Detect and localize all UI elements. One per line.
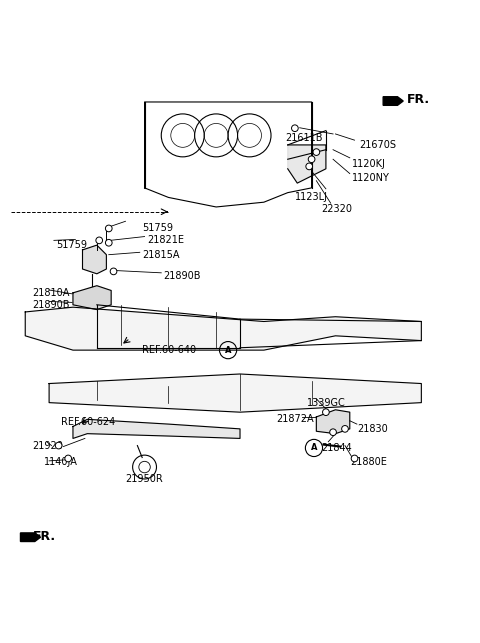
Circle shape bbox=[291, 125, 298, 132]
Text: A: A bbox=[311, 444, 317, 453]
Circle shape bbox=[110, 268, 117, 275]
Polygon shape bbox=[25, 307, 421, 350]
Text: 21950R: 21950R bbox=[125, 474, 163, 484]
Text: A: A bbox=[225, 346, 231, 355]
Polygon shape bbox=[49, 374, 421, 412]
Text: 21815A: 21815A bbox=[142, 249, 180, 260]
Text: 21830: 21830 bbox=[357, 424, 388, 434]
Circle shape bbox=[313, 149, 320, 156]
Text: 1120NY: 1120NY bbox=[352, 174, 390, 183]
Circle shape bbox=[55, 442, 62, 449]
Polygon shape bbox=[316, 410, 350, 433]
Polygon shape bbox=[21, 533, 40, 541]
Text: REF.60-624: REF.60-624 bbox=[61, 417, 115, 427]
Text: 21872A: 21872A bbox=[276, 414, 313, 424]
Circle shape bbox=[323, 409, 329, 415]
Text: 1120KJ: 1120KJ bbox=[352, 159, 386, 169]
Polygon shape bbox=[73, 285, 111, 309]
Text: 1140JA: 1140JA bbox=[44, 457, 78, 467]
Circle shape bbox=[351, 455, 358, 462]
Polygon shape bbox=[83, 245, 107, 274]
Circle shape bbox=[96, 237, 103, 244]
Text: FR.: FR. bbox=[407, 93, 430, 106]
Circle shape bbox=[306, 163, 312, 170]
Circle shape bbox=[106, 225, 112, 231]
Text: 1339GC: 1339GC bbox=[307, 397, 346, 408]
Polygon shape bbox=[288, 145, 326, 183]
Polygon shape bbox=[73, 419, 240, 439]
Text: 21611B: 21611B bbox=[285, 132, 323, 143]
Text: 21890B: 21890B bbox=[164, 271, 201, 281]
Circle shape bbox=[106, 239, 112, 246]
Circle shape bbox=[65, 455, 72, 462]
Polygon shape bbox=[383, 96, 403, 105]
Circle shape bbox=[308, 156, 315, 163]
Text: 21844: 21844 bbox=[321, 443, 352, 453]
Text: 21821E: 21821E bbox=[147, 235, 184, 246]
Circle shape bbox=[330, 429, 336, 435]
Text: 51759: 51759 bbox=[142, 223, 173, 233]
Text: 1123LJ: 1123LJ bbox=[295, 192, 328, 203]
Text: 21810A: 21810A bbox=[33, 288, 70, 298]
Text: 21670S: 21670S bbox=[360, 140, 396, 150]
Text: 21920: 21920 bbox=[33, 440, 63, 451]
Text: 21880E: 21880E bbox=[350, 457, 386, 467]
Text: 51759: 51759 bbox=[56, 240, 87, 250]
Text: 22320: 22320 bbox=[321, 204, 352, 214]
Text: 21890B: 21890B bbox=[33, 300, 70, 310]
Circle shape bbox=[342, 426, 348, 432]
Text: REF.60-640: REF.60-640 bbox=[142, 345, 196, 355]
Text: FR.: FR. bbox=[33, 530, 56, 543]
